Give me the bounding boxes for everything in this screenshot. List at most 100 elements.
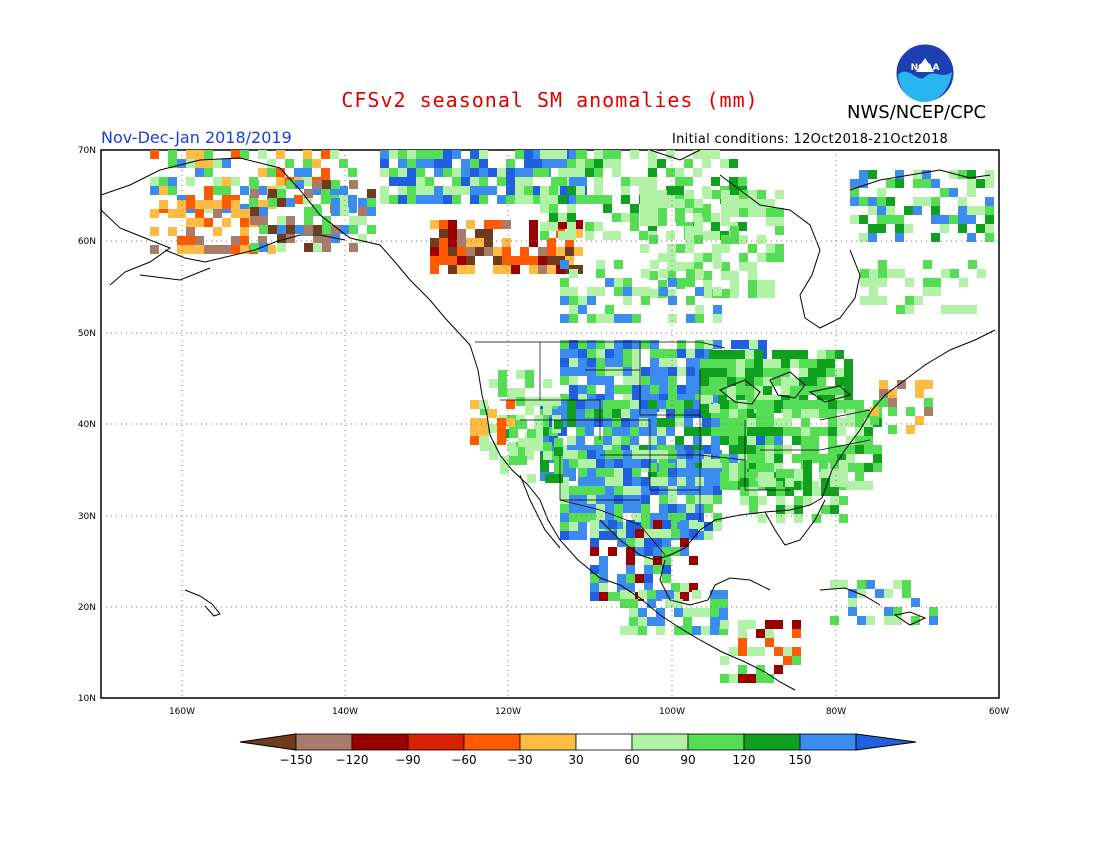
anomaly-cell <box>668 278 677 287</box>
anomaly-cell <box>677 459 686 468</box>
anomaly-cell <box>848 607 857 616</box>
anomaly-cell <box>617 529 626 538</box>
anomaly-cell <box>498 379 507 388</box>
anomaly-cell <box>775 217 784 226</box>
anomaly-cell <box>830 505 839 514</box>
anomaly-cell <box>756 445 765 454</box>
anomaly-cell <box>855 400 864 409</box>
anomaly-cell <box>250 207 259 216</box>
anomaly-cell <box>713 495 722 504</box>
anomaly-cell <box>620 590 629 599</box>
anomaly-cell <box>799 395 808 404</box>
anomaly-cell <box>632 367 641 376</box>
anomaly-cell <box>799 386 808 395</box>
anomaly-cell <box>452 168 461 177</box>
anomaly-cell <box>747 436 756 445</box>
anomaly-cell <box>911 598 920 607</box>
anomaly-cell <box>830 478 839 487</box>
anomaly-cell <box>839 580 848 589</box>
anomaly-cell <box>828 427 837 436</box>
anomaly-cell <box>576 409 585 418</box>
anomaly-cell <box>632 495 641 504</box>
anomaly-cell <box>204 200 213 209</box>
anomaly-cell <box>826 350 835 359</box>
anomaly-cell <box>929 616 938 625</box>
anomaly-cell <box>878 269 887 278</box>
anomaly-cell <box>452 150 461 159</box>
anomaly-cell <box>587 340 596 349</box>
anomaly-cell <box>525 379 534 388</box>
anomaly-cell <box>641 450 650 459</box>
anomaly-cell <box>703 253 712 262</box>
anomaly-cell <box>729 472 738 481</box>
anomaly-cell <box>647 590 656 599</box>
anomaly-cell <box>931 233 940 242</box>
anomaly-cell <box>493 256 502 265</box>
anomaly-cell <box>754 377 763 386</box>
anomaly-cell <box>525 451 534 460</box>
anomaly-cell <box>543 442 552 451</box>
anomaly-cell <box>479 436 488 445</box>
anomaly-cell <box>674 626 683 635</box>
anomaly-cell <box>704 522 713 531</box>
anomaly-cell <box>756 629 765 638</box>
anomaly-cell <box>985 197 994 206</box>
anomaly-cell <box>605 477 614 486</box>
anomaly-cell <box>516 451 525 460</box>
anomaly-cell <box>605 504 614 513</box>
anomaly-cell <box>177 245 186 254</box>
anomaly-cell <box>416 177 425 186</box>
anomaly-cell <box>713 522 722 531</box>
anomaly-cell <box>766 253 775 262</box>
anomaly-cell <box>817 350 826 359</box>
anomaly-cell <box>720 674 729 683</box>
anomaly-cell <box>868 224 877 233</box>
anomaly-cell <box>790 386 799 395</box>
anomaly-cell <box>524 159 533 168</box>
anomaly-cell <box>578 394 587 403</box>
anomaly-cell <box>727 368 736 377</box>
anomaly-cell <box>686 385 695 394</box>
anomaly-cell <box>710 590 719 599</box>
anomaly-cell <box>666 231 675 240</box>
anomaly-cell <box>855 427 864 436</box>
anomaly-cell <box>407 177 416 186</box>
anomaly-cell <box>331 198 340 207</box>
anomaly-cell <box>186 195 195 204</box>
anomaly-cell <box>968 260 977 269</box>
anomaly-cell <box>913 170 922 179</box>
anomaly-cell <box>879 380 888 389</box>
anomaly-cell <box>186 159 195 168</box>
anomaly-cell <box>322 180 331 189</box>
anomaly-cell <box>630 409 639 418</box>
anomaly-cell <box>605 450 614 459</box>
anomaly-cell <box>565 256 574 265</box>
anomaly-cell <box>792 629 801 638</box>
anomaly-cell <box>612 400 621 409</box>
anomaly-cell <box>560 504 569 513</box>
anomaly-cell <box>738 436 747 445</box>
anomaly-cell <box>506 168 515 177</box>
anomaly-cell <box>940 215 949 224</box>
anomaly-cell <box>839 469 848 478</box>
anomaly-cell <box>339 195 348 204</box>
anomaly-cell <box>869 278 878 287</box>
anomaly-cell <box>931 179 940 188</box>
anomaly-cell <box>639 427 648 436</box>
anomaly-cell <box>792 647 801 656</box>
anomaly-cell <box>569 150 578 159</box>
lon-label: 60W <box>989 707 1009 717</box>
anomaly-cell <box>855 418 864 427</box>
anomaly-cell <box>859 233 868 242</box>
anomaly-cell <box>686 278 695 287</box>
anomaly-cell <box>828 400 837 409</box>
anomaly-cell <box>658 190 667 199</box>
anomaly-cell <box>877 197 886 206</box>
anomaly-cell <box>968 305 977 314</box>
anomaly-cell <box>594 159 603 168</box>
anomaly-cell <box>479 177 488 186</box>
anomaly-cell <box>720 409 729 418</box>
anomaly-cell <box>596 531 605 540</box>
anomaly-cell <box>620 599 629 608</box>
anomaly-cell <box>470 436 479 445</box>
